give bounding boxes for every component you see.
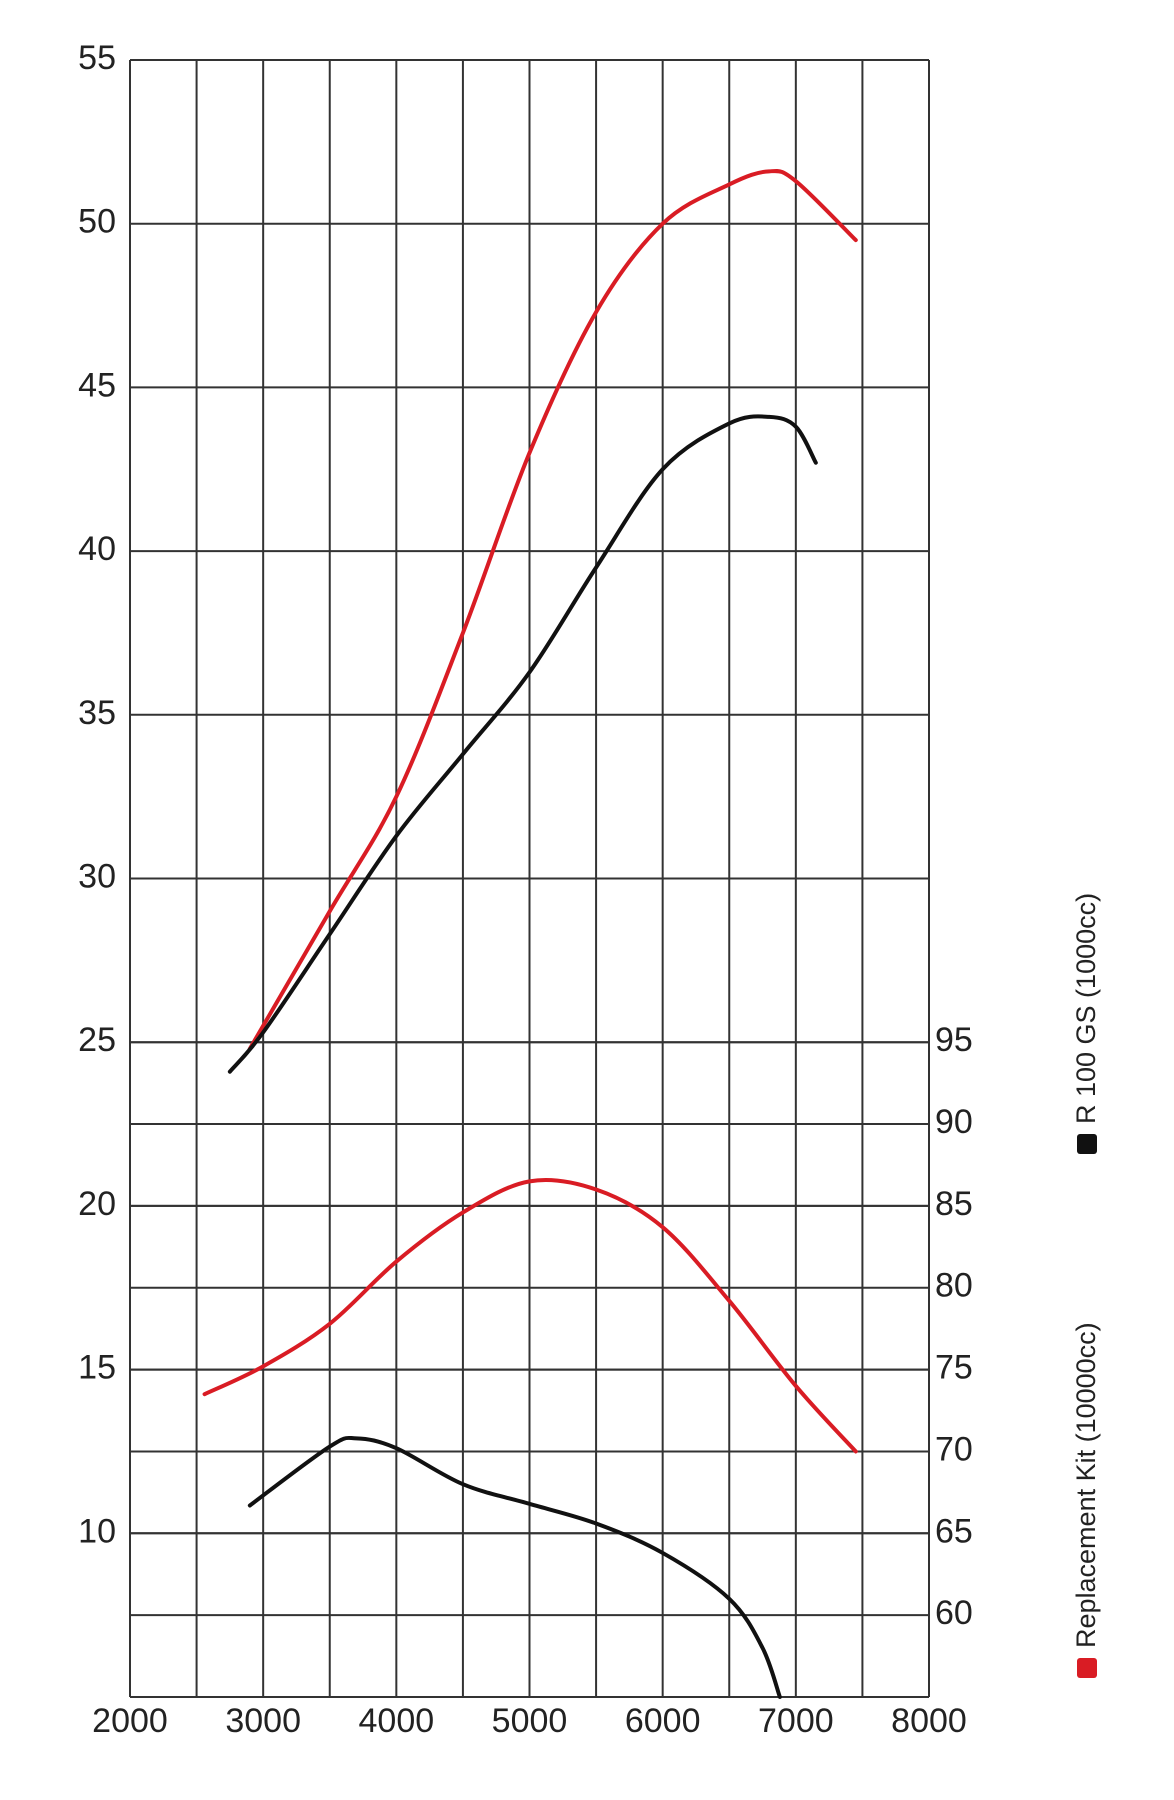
legend-swatch xyxy=(1077,1134,1097,1154)
x-tick-label: 5000 xyxy=(492,1702,568,1740)
line-series xyxy=(202,1177,858,1454)
y2-tick-label: 90 xyxy=(935,1103,973,1141)
y-tick-label: 20 xyxy=(78,1185,116,1223)
y-tick-label: 35 xyxy=(78,694,116,732)
legend-label: R 100 GS (1000cc) xyxy=(1071,893,1101,1124)
y2-tick-label: 85 xyxy=(935,1185,973,1223)
line-series xyxy=(247,169,858,1051)
y2-tick-label: 80 xyxy=(935,1267,973,1305)
y2-tick-label: 65 xyxy=(935,1512,973,1550)
y2-tick-label: 95 xyxy=(935,1021,973,1059)
y-tick-label: 30 xyxy=(78,857,116,895)
x-tick-label: 6000 xyxy=(625,1702,701,1740)
y-tick-label: 50 xyxy=(78,203,116,241)
y2-tick-label: 70 xyxy=(935,1430,973,1468)
y-tick-label: 25 xyxy=(78,1021,116,1059)
legend-swatch xyxy=(1077,1658,1097,1678)
line-series xyxy=(247,1435,782,1699)
y-tick-label: 55 xyxy=(78,39,116,77)
x-tick-label: 3000 xyxy=(225,1702,301,1740)
y-tick-label: 15 xyxy=(78,1349,116,1387)
y-tick-label: 45 xyxy=(78,366,116,404)
x-tick-label: 7000 xyxy=(758,1702,834,1740)
x-tick-label: 2000 xyxy=(92,1702,168,1740)
y2-tick-label: 75 xyxy=(935,1349,973,1387)
y-tick-label: 10 xyxy=(78,1512,116,1550)
line-series xyxy=(227,414,818,1074)
x-tick-label: 8000 xyxy=(891,1702,967,1740)
y-tick-label: 40 xyxy=(78,530,116,568)
legend-label: Replacement Kit (10000cc) xyxy=(1071,1322,1101,1648)
y2-tick-label: 60 xyxy=(935,1594,973,1632)
x-tick-label: 4000 xyxy=(359,1702,435,1740)
